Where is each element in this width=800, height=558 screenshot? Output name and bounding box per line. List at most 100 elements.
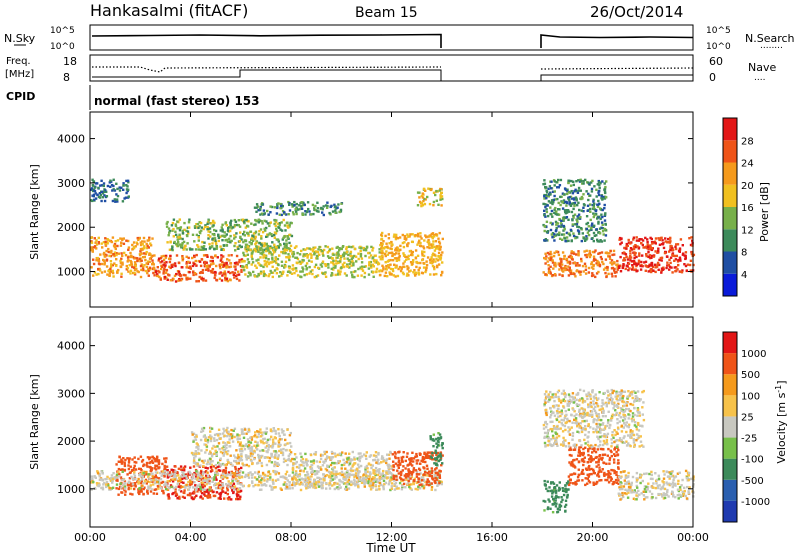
- heatmap-cell-2: [206, 472, 208, 474]
- heatmap-cell-2: [185, 484, 187, 486]
- heatmap-cell-2: [258, 471, 260, 473]
- heatmap-cell-4: [380, 242, 382, 244]
- heatmap-cell-9: [660, 257, 662, 259]
- heatmap-cell-3: [237, 454, 239, 456]
- colorbar-swatch: [723, 140, 737, 162]
- heatmap-cell-4: [349, 462, 351, 464]
- heatmap-cell-4: [405, 238, 407, 240]
- heatmap-cell-1: [213, 465, 215, 467]
- heatmap-cell-2: [368, 478, 370, 480]
- heatmap-cell-2: [165, 473, 167, 475]
- heatmap-cell-2: [289, 481, 291, 483]
- heatmap-cell-8: [612, 267, 614, 269]
- heatmap-cell-9: [659, 244, 661, 246]
- heatmap-cell-3: [285, 256, 287, 258]
- heatmap-cell-2: [277, 478, 279, 480]
- heatmap-cell-2: [259, 475, 261, 477]
- heatmap-cell-10: [556, 227, 558, 229]
- heatmap-cell-2: [184, 245, 186, 247]
- heatmap-cell-3: [289, 449, 291, 451]
- heatmap-cell-2: [156, 481, 158, 483]
- noise-left-tick-bottom: 10^0: [50, 42, 75, 52]
- heatmap-cell-10: [564, 240, 566, 242]
- heatmap-cell-2: [274, 219, 276, 221]
- heatmap-cell-2: [201, 241, 203, 243]
- heatmap-cell-10: [566, 236, 568, 238]
- heatmap-cell-3: [270, 428, 272, 430]
- heatmap-cell-4: [426, 264, 428, 266]
- heatmap-cell-2: [229, 230, 231, 232]
- heatmap-cell-3: [198, 452, 200, 454]
- heatmap-cell-4: [432, 265, 434, 267]
- heatmap-cell-3: [244, 445, 246, 447]
- heatmap-cell-9: [628, 263, 630, 265]
- heatmap-cell-0: [124, 465, 126, 467]
- heatmap-cell-10: [566, 216, 568, 218]
- y-tick-label: 4000: [57, 133, 85, 146]
- heatmap-cell-9: [669, 241, 671, 243]
- heatmap-cell-10: [570, 229, 572, 231]
- heatmap-cell-1: [210, 271, 212, 273]
- heatmap-cell-2: [305, 487, 307, 489]
- heatmap-cell-5: [126, 188, 128, 190]
- heatmap-cell-0: [98, 237, 100, 239]
- heatmap-cell-3: [287, 271, 289, 273]
- heatmap-cell-1: [176, 497, 178, 499]
- heatmap-cell-6: [336, 207, 338, 209]
- heatmap-cell-10: [557, 208, 559, 210]
- heatmap-cell-3: [295, 270, 297, 272]
- heatmap-cell-4: [375, 456, 377, 458]
- heatmap-cell-9: [661, 239, 663, 241]
- heatmap-cell-9: [630, 247, 632, 249]
- heatmap-cell-0: [106, 259, 108, 261]
- heatmap-cell-4: [381, 258, 383, 260]
- heatmap-cell-4: [406, 245, 408, 247]
- heatmap-cell-3: [368, 263, 370, 265]
- heatmap-cell-4: [397, 275, 399, 277]
- heatmap-cell-0: [136, 243, 138, 245]
- heatmap-cell-9: [631, 268, 633, 270]
- heatmap-cell-5: [92, 184, 94, 186]
- heatmap-cell-2: [173, 235, 175, 237]
- heatmap-cell-2: [166, 241, 168, 243]
- heatmap-cell-9: [669, 262, 671, 264]
- heatmap-cell-3: [291, 268, 293, 270]
- heatmap-cell-0: [162, 481, 164, 483]
- heatmap-cell-10: [565, 201, 567, 203]
- heatmap-cell-3: [263, 273, 265, 275]
- heatmap-cell-1: [183, 467, 185, 469]
- heatmap-cell-1: [216, 279, 218, 281]
- heatmap-cell-3: [360, 274, 362, 276]
- heatmap-cell-0: [136, 257, 138, 259]
- heatmap-cell-9: [647, 251, 649, 253]
- heatmap-cell-10: [591, 225, 593, 227]
- heatmap-cell-2: [147, 473, 149, 475]
- heatmap-cell-10: [576, 236, 578, 238]
- heatmap-cell-0: [161, 463, 163, 465]
- heatmap-cell-2: [237, 248, 239, 250]
- freq-left-tick-top: 18: [63, 55, 77, 68]
- heatmap-cell-1: [170, 279, 172, 281]
- heatmap-cell-2: [174, 231, 176, 233]
- heatmap-cell-0: [142, 493, 144, 495]
- heatmap-cell-2: [116, 474, 118, 476]
- heatmap-cell-3: [262, 266, 264, 268]
- heatmap-cell-7: [439, 189, 441, 191]
- heatmap-cell-4: [425, 260, 427, 262]
- heatmap-cell-2: [188, 219, 190, 221]
- heatmap-cell-3: [322, 261, 324, 263]
- heatmap-cell-2: [207, 475, 209, 477]
- heatmap-cell-3: [236, 438, 238, 440]
- heatmap-cell-0: [115, 248, 117, 250]
- heatmap-cell-1: [202, 269, 204, 271]
- heatmap-cell-10: [556, 213, 558, 215]
- heatmap-cell-3: [363, 276, 365, 278]
- heatmap-cell-9: [681, 271, 683, 273]
- heatmap-cell-4: [389, 264, 391, 266]
- heatmap-cell-0: [131, 263, 133, 265]
- heatmap-cell-8: [589, 250, 591, 252]
- heatmap-cell-4: [335, 473, 337, 475]
- heatmap-cell-2: [355, 472, 357, 474]
- heatmap-cell-3: [321, 250, 323, 252]
- heatmap-cell-10: [547, 215, 549, 217]
